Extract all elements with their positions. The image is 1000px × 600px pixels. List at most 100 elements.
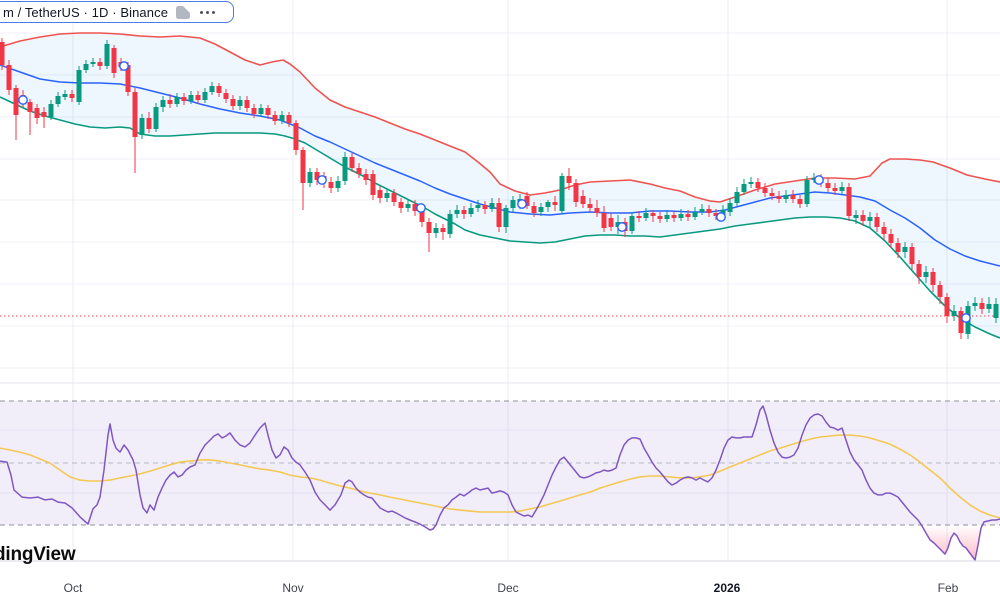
candle	[874, 217, 880, 227]
time-axis[interactable]: Oct Nov Dec 2026 Feb	[64, 581, 959, 595]
candle	[314, 172, 320, 180]
candle	[125, 65, 131, 92]
candle	[930, 272, 936, 285]
candle	[573, 183, 579, 202]
symbol-button[interactable]: m / TetherUS · 1D · Binance	[0, 1, 234, 23]
candle	[34, 108, 40, 118]
candle	[846, 187, 852, 216]
candle	[454, 210, 460, 214]
bb-upper-line	[0, 32, 1000, 203]
candle	[335, 181, 341, 188]
candle	[496, 203, 502, 227]
candle	[503, 208, 509, 227]
candle	[174, 97, 180, 104]
candle	[958, 311, 964, 333]
candle	[678, 214, 684, 218]
candle	[349, 157, 355, 168]
candle-marker-circle	[517, 199, 527, 209]
candle	[258, 108, 264, 114]
time-axis-label: Feb	[938, 581, 959, 595]
candle	[636, 216, 642, 218]
candle	[881, 227, 887, 234]
candle	[608, 218, 614, 227]
candle	[384, 193, 390, 198]
candle	[265, 108, 271, 115]
candle	[447, 214, 453, 234]
candle	[202, 92, 208, 100]
candle	[657, 216, 663, 219]
candle	[531, 206, 537, 213]
candle	[923, 272, 929, 277]
candle	[811, 178, 817, 180]
candle	[111, 48, 117, 73]
candle	[475, 205, 481, 208]
candle	[545, 202, 551, 207]
candle	[741, 184, 747, 192]
candle	[692, 212, 698, 217]
candle	[97, 62, 103, 66]
candle	[951, 311, 957, 316]
candle	[48, 104, 54, 117]
time-axis-label: Oct	[64, 581, 83, 595]
candle-marker-circle	[814, 175, 824, 185]
candle	[643, 213, 649, 218]
candle	[279, 115, 285, 121]
candle	[62, 94, 68, 97]
candle	[734, 192, 740, 203]
candle	[433, 228, 439, 233]
candle	[489, 203, 495, 209]
candle	[237, 100, 243, 106]
candle	[524, 196, 530, 206]
candle	[426, 222, 432, 233]
bb-lower-line	[0, 96, 1000, 339]
candle	[76, 70, 82, 102]
candle	[706, 209, 712, 213]
candle	[286, 115, 292, 123]
candle	[104, 44, 110, 66]
candle	[181, 97, 187, 101]
candle	[139, 118, 145, 135]
candle	[916, 264, 922, 277]
candle	[195, 95, 201, 100]
candle	[419, 211, 425, 222]
candle	[895, 243, 901, 252]
candle	[559, 176, 565, 211]
chart-snapshot-icon	[176, 5, 191, 19]
candle	[209, 86, 215, 92]
symbol-text: m / TetherUS · 1D · Binance	[3, 4, 169, 20]
candle	[909, 247, 915, 264]
time-axis-label: Nov	[282, 581, 303, 595]
candle-marker-circle	[18, 95, 28, 105]
tradingview-logo[interactable]: dingView	[0, 544, 76, 565]
candle	[594, 208, 600, 213]
candle	[790, 195, 796, 199]
candle	[552, 202, 558, 205]
candle	[776, 196, 782, 199]
candle	[146, 118, 152, 129]
candle	[132, 92, 138, 137]
candle	[356, 168, 362, 174]
candle	[993, 304, 999, 318]
candle	[832, 188, 838, 191]
candle	[748, 182, 754, 184]
candle	[671, 215, 677, 218]
more-options-button[interactable]	[200, 10, 218, 14]
candle	[272, 115, 278, 121]
candle	[839, 187, 845, 191]
candle	[566, 176, 572, 183]
candle	[153, 107, 159, 129]
candle	[90, 62, 96, 64]
candle	[160, 100, 166, 107]
candle	[685, 214, 691, 217]
candle	[216, 86, 222, 93]
candle	[27, 102, 33, 112]
rsi-pane	[0, 400, 1000, 561]
grid	[0, 0, 1000, 561]
candle	[440, 228, 446, 232]
candle	[769, 193, 775, 196]
time-axis-label: Dec	[497, 581, 518, 595]
candle	[853, 215, 859, 218]
candle	[342, 157, 348, 181]
candle	[300, 150, 306, 183]
